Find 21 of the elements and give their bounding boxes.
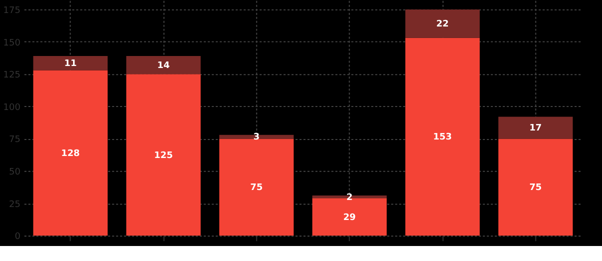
data-label: 128 xyxy=(61,148,80,159)
bar xyxy=(498,116,573,139)
bar xyxy=(33,70,108,236)
data-label: 17 xyxy=(529,124,542,134)
bar xyxy=(219,138,294,236)
data-label: 75 xyxy=(250,183,263,194)
bar xyxy=(405,9,480,38)
data-label: 75 xyxy=(529,183,542,194)
data-label: 14 xyxy=(157,61,170,72)
data-label: 29 xyxy=(343,212,356,223)
data-label: 2 xyxy=(346,192,353,203)
data-label: 125 xyxy=(154,150,173,161)
data-label: 22 xyxy=(436,20,449,30)
bar xyxy=(312,198,387,236)
data-label: 153 xyxy=(433,132,452,143)
bar xyxy=(405,38,480,236)
bar xyxy=(126,56,201,74)
data-label: 11 xyxy=(64,59,77,70)
bar xyxy=(126,74,201,236)
bar xyxy=(498,138,573,236)
bar xyxy=(33,56,108,70)
